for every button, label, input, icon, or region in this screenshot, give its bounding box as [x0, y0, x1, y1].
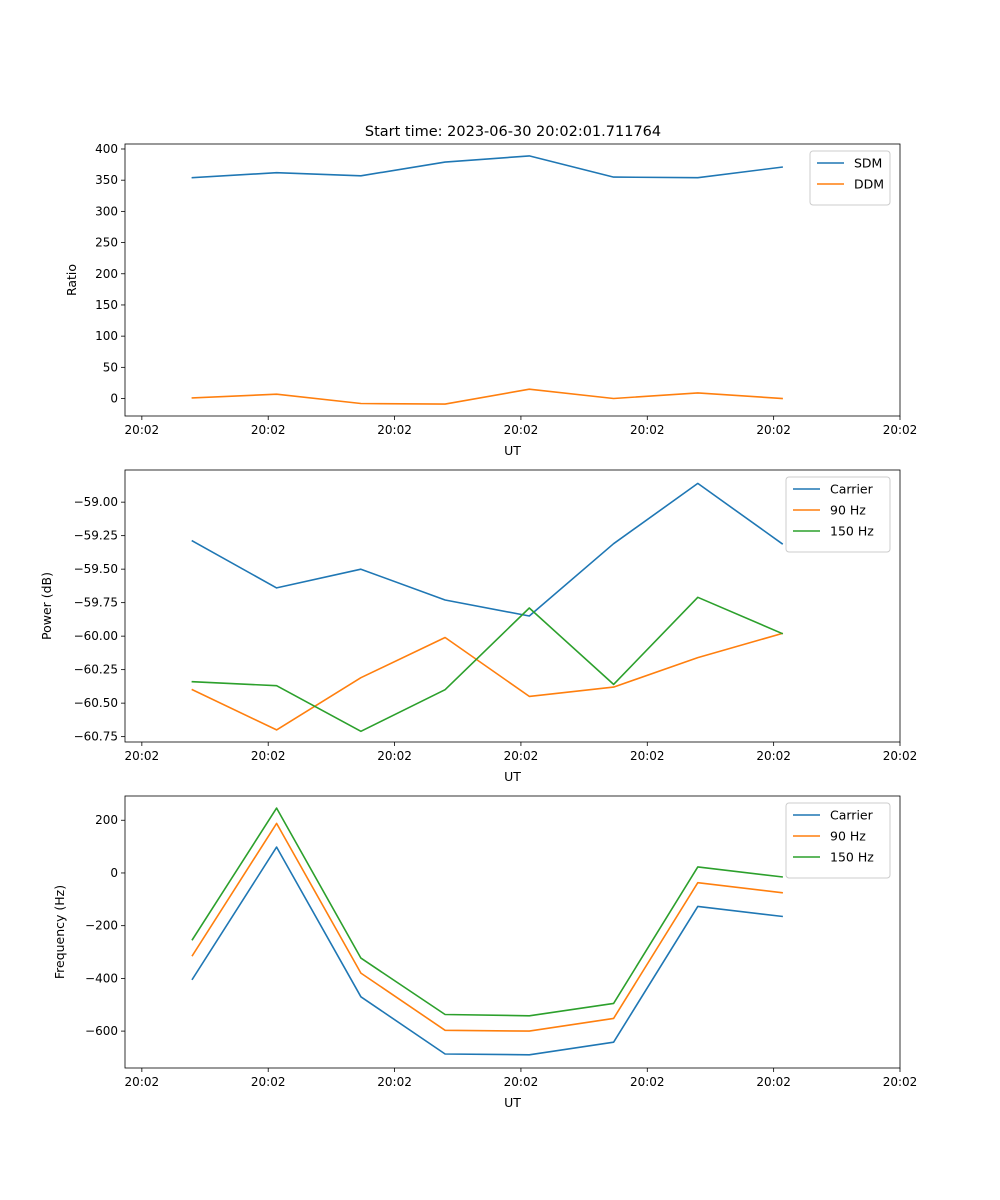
legend-label: DDM [854, 177, 884, 192]
x-tick-label: 20:02 [125, 749, 160, 763]
y-axis-label: Ratio [64, 264, 79, 296]
x-tick-label: 20:02 [251, 749, 286, 763]
x-tick-label: 20:02 [504, 749, 539, 763]
y-tick-label: −60.50 [74, 696, 118, 710]
y-tick-label: −59.75 [74, 596, 118, 610]
series-line-sdm [191, 155, 783, 179]
y-tick-label: 250 [95, 236, 118, 250]
legend: Carrier 90 Hz 150 Hz [785, 802, 891, 879]
y-tick-label: 300 [95, 204, 118, 218]
x-tick-label: 20:02 [377, 1075, 412, 1089]
x-tick-label: 20:02 [125, 1075, 160, 1089]
legend-label: SDM [854, 156, 882, 171]
y-tick-label: −400 [85, 971, 118, 985]
series-line-ddm [191, 388, 783, 405]
axes-frame [124, 795, 901, 1069]
x-tick-label: 20:02 [630, 1075, 665, 1089]
series-line-150-hz [191, 596, 784, 733]
legend-label: 90 Hz [830, 829, 866, 844]
chart-title: Start time: 2023-06-30 20:02:01.711764 [365, 124, 661, 140]
x-tick-label: 20:02 [883, 423, 918, 437]
y-tick-label: 350 [95, 173, 118, 187]
y-axis-label: Power (dB) [39, 572, 54, 640]
y-tick-label: −59.50 [74, 562, 118, 576]
legend-label: 150 Hz [830, 524, 874, 539]
series-line-90-hz [191, 822, 783, 1032]
legend-box [785, 802, 891, 879]
y-tick-label: 200 [95, 267, 118, 281]
y-tick-label: −60.25 [74, 663, 118, 677]
x-axis-label: UT [504, 1095, 521, 1110]
y-tick-label: −60.75 [74, 730, 118, 744]
y-tick-label: −59.25 [74, 529, 118, 543]
y-tick-label: 50 [103, 360, 118, 374]
y-tick-label: 100 [95, 329, 118, 343]
x-axis-label: UT [504, 443, 521, 458]
y-tick-label: −200 [85, 919, 118, 933]
panel-2: 20:02 20:02 20:02 20:02 20:02 20:02 20:02 −60.7… [39, 469, 918, 784]
x-tick-label: 20:02 [756, 1075, 791, 1089]
x-tick-label: 20:02 [251, 1075, 286, 1089]
legend-box [785, 476, 891, 553]
axes-frame [124, 469, 901, 743]
legend-label: Carrier [830, 808, 874, 823]
x-tick-label: 20:02 [504, 1075, 539, 1089]
legend-label: 150 Hz [830, 850, 874, 865]
x-tick-label: 20:02 [251, 423, 286, 437]
x-tick-label: 20:02 [630, 749, 665, 763]
x-axis-label: UT [504, 769, 521, 784]
panels: 20:02 20:02 20:02 20:02 20:02 20:02 20:02 0 50 10… [39, 142, 917, 1110]
series-line-carrier [191, 482, 784, 617]
y-tick-label: 150 [95, 298, 118, 312]
y-tick-label: −600 [85, 1024, 118, 1038]
x-tick-label: 20:02 [377, 749, 412, 763]
x-tick-label: 20:02 [756, 423, 791, 437]
x-tick-label: 20:02 [883, 1075, 918, 1089]
series-line-90-hz [191, 632, 784, 731]
x-tick-label: 20:02 [377, 423, 412, 437]
y-tick-label: 400 [95, 142, 118, 156]
x-tick-label: 20:02 [504, 423, 539, 437]
legend-box [809, 150, 891, 206]
y-axis-label: Frequency (Hz) [52, 885, 67, 979]
legend-label: 90 Hz [830, 503, 866, 518]
panel-3: 20:02 20:02 20:02 20:02 20:02 20:02 20:02 −600 −… [52, 795, 918, 1110]
x-tick-label: 20:02 [756, 749, 791, 763]
y-tick-label: 0 [110, 866, 118, 880]
x-tick-label: 20:02 [125, 423, 160, 437]
legend-label: Carrier [830, 482, 874, 497]
y-tick-label: 0 [110, 392, 118, 406]
x-tick-label: 20:02 [883, 749, 918, 763]
series-line-carrier [191, 846, 783, 1056]
panel-1: 20:02 20:02 20:02 20:02 20:02 20:02 20:02 0 50 10… [64, 142, 917, 458]
y-tick-label: −60.00 [74, 629, 118, 643]
legend: Carrier 90 Hz 150 Hz [785, 476, 891, 553]
y-tick-label: 200 [95, 813, 118, 827]
legend: SDM DDM [809, 150, 891, 206]
x-tick-label: 20:02 [630, 423, 665, 437]
series-line-150-hz [191, 807, 783, 1017]
y-tick-label: −59.00 [74, 495, 118, 509]
axes-frame [124, 143, 901, 417]
